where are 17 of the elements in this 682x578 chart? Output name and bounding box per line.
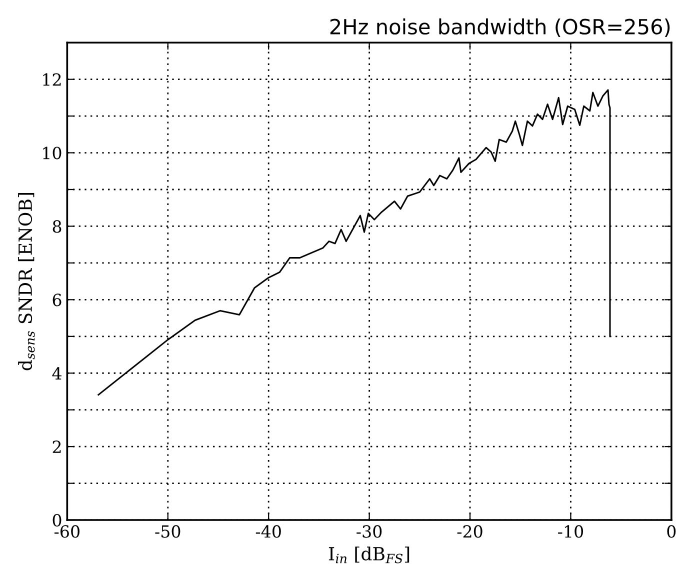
- y-tick-label: 12: [43, 73, 61, 86]
- chart-title: 2Hz noise bandwidth (OSR=256): [330, 18, 670, 38]
- y-tick-label: 6: [52, 294, 62, 306]
- y-tick-label: 10: [43, 146, 62, 160]
- y-tick-label: 0: [52, 514, 62, 527]
- x-tick-label: -30: [356, 525, 382, 538]
- x-tick-label: -50: [155, 525, 180, 538]
- y-tick-label: 4: [52, 367, 62, 380]
- y-tick-label: 8: [52, 220, 62, 233]
- x-tick-label: -60: [54, 525, 80, 538]
- y-tick-label: 2: [52, 440, 61, 453]
- x-tick-label: 0: [667, 525, 676, 538]
- x-tick-label: -40: [256, 525, 281, 538]
- x-axis-title: I$_{in}$ [dB$_{FS}$]: [328, 546, 410, 564]
- x-tick-label: -20: [457, 525, 482, 538]
- y-axis-title: d$_{sens}$ SNDR [ENOB]: [18, 193, 35, 370]
- x-tick-label: -10: [558, 525, 584, 538]
